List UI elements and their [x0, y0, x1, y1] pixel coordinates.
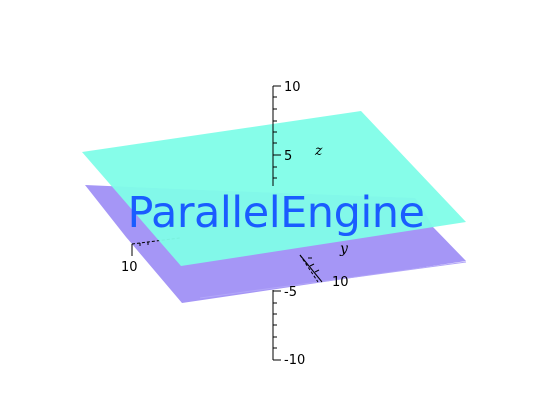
z-tick-neg5: -5: [284, 285, 297, 300]
x-axis: [131, 242, 149, 256]
z-axis: [272, 85, 281, 186]
y-axis-title: y: [339, 241, 349, 257]
z-tick-neg10: -10: [284, 353, 305, 368]
z-tick-5: 5: [284, 149, 292, 164]
z-tick-10: 10: [284, 80, 301, 95]
z-axis-lower: [272, 290, 281, 361]
x-tick-10: 10: [121, 260, 138, 275]
lower-plane-gridline: [199, 261, 467, 299]
y-axis-segment: [299, 254, 319, 283]
upper-plane: [82, 111, 466, 266]
y-tick-10: 10: [332, 275, 349, 290]
y-axis: [299, 254, 323, 283]
z-axis-title: z: [314, 143, 323, 159]
